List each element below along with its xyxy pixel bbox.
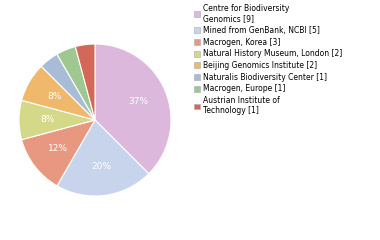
Text: 20%: 20%	[91, 162, 111, 171]
Text: 12%: 12%	[48, 144, 68, 153]
Wedge shape	[41, 54, 95, 120]
Wedge shape	[95, 44, 171, 174]
Wedge shape	[57, 120, 149, 196]
Text: 8%: 8%	[41, 115, 55, 125]
Wedge shape	[22, 120, 95, 186]
Wedge shape	[22, 66, 95, 120]
Wedge shape	[75, 44, 95, 120]
Legend: Centre for Biodiversity
Genomics [9], Mined from GenBank, NCBI [5], Macrogen, Ko: Centre for Biodiversity Genomics [9], Mi…	[194, 4, 342, 115]
Wedge shape	[57, 47, 95, 120]
Text: 37%: 37%	[128, 97, 149, 107]
Wedge shape	[19, 100, 95, 140]
Text: 8%: 8%	[47, 92, 62, 101]
